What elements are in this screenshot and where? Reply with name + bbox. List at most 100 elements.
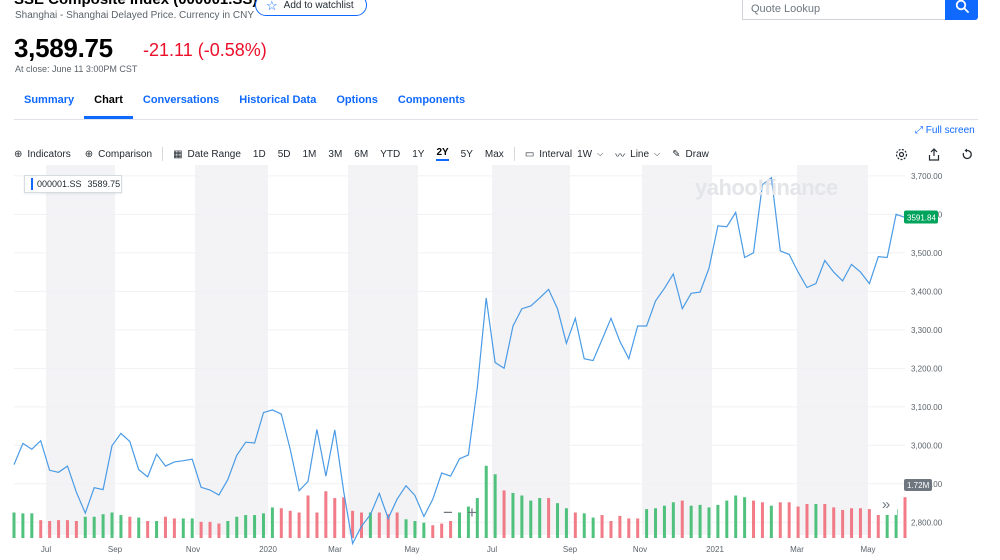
calendar-icon: ▦	[173, 148, 183, 160]
volume-tag-label: 1.72M	[907, 481, 930, 490]
zoom-controls: − +	[443, 503, 477, 523]
tab-historical-data[interactable]: Historical Data	[239, 94, 317, 106]
month-band	[46, 165, 115, 535]
interval-dropdown[interactable]: ▭ Interval 1W ⌵	[525, 149, 603, 160]
volume-bar	[333, 498, 337, 538]
month-band	[797, 165, 868, 535]
volume-bar	[716, 504, 720, 538]
draw-button[interactable]: ✎ Draw	[672, 149, 709, 160]
range-max[interactable]: Max	[484, 148, 504, 160]
volume-bar	[796, 506, 800, 538]
range-3m[interactable]: 3M	[328, 148, 343, 160]
plus-circle-icon: ⊕	[84, 148, 94, 160]
volume-bar	[564, 508, 568, 538]
x-tick-label: 2021	[706, 545, 724, 554]
range-5y[interactable]: 5Y	[460, 148, 473, 160]
reset-button[interactable]	[959, 146, 975, 162]
range-5d[interactable]: 5D	[277, 148, 291, 160]
volume-bar	[654, 508, 658, 538]
settings-button[interactable]	[893, 146, 909, 162]
ticker-value: 3589.75	[87, 179, 121, 189]
volume-bar	[146, 521, 150, 538]
pencil-icon: ✎	[672, 148, 681, 160]
scroll-to-latest-button[interactable]: »	[875, 497, 897, 515]
zoom-in-button[interactable]: +	[466, 503, 477, 522]
volume-bar	[21, 513, 25, 538]
volume-bar	[12, 512, 16, 538]
volume-bar	[778, 502, 782, 538]
volume-bar	[466, 506, 470, 538]
volume-bar	[48, 521, 52, 538]
indicators-label: Indicators	[27, 148, 71, 160]
price-line	[13, 176, 906, 546]
tab-options[interactable]: Options	[336, 94, 378, 106]
volume-bar	[823, 504, 827, 538]
volume-bar	[903, 497, 907, 538]
full-screen-button[interactable]: ⤢ Full screen	[915, 125, 975, 136]
volume-bar	[306, 495, 310, 538]
range-6m[interactable]: 6M	[354, 148, 369, 160]
zoom-out-button[interactable]: −	[443, 503, 453, 522]
x-tick-label: Mar	[328, 545, 342, 554]
volume-bar	[636, 518, 640, 538]
volume-bar	[475, 498, 479, 538]
chart-type-dropdown[interactable]: 〰 Line ⌵	[615, 147, 660, 162]
expand-icon: ⤢	[915, 125, 923, 136]
x-tick-label: Jul	[487, 545, 497, 554]
search-icon	[955, 0, 969, 13]
share-button[interactable]	[926, 146, 942, 162]
yahoo-finance-watermark: yahoo!finance	[695, 175, 838, 200]
tab-components[interactable]: Components	[397, 94, 466, 106]
range-1d[interactable]: 1D	[252, 148, 266, 160]
date-range-button[interactable]: ▦ Date Range	[173, 149, 241, 160]
range-2y[interactable]: 2Y	[436, 147, 449, 161]
y-tick-label: 3,700.00	[911, 172, 943, 181]
volume-bar	[404, 519, 408, 538]
current-price: 3,589.75	[14, 33, 113, 63]
volume-bar	[538, 498, 542, 538]
volume-bar	[65, 520, 69, 538]
volume-bar	[894, 509, 898, 538]
x-tick-label: May	[860, 545, 875, 554]
volume-bar	[172, 518, 176, 538]
volume-bar	[92, 516, 96, 538]
tab-chart[interactable]: Chart	[84, 94, 133, 119]
y-tick-label: 3,400.00	[911, 287, 943, 296]
chevron-down-icon: ⌵	[597, 149, 604, 158]
chevron-down-icon: ⌵	[654, 149, 661, 158]
search-button[interactable]	[945, 0, 978, 20]
volume-bar	[342, 497, 346, 538]
add-to-watchlist-button[interactable]: ☆ Add to watchlist	[255, 0, 367, 16]
range-1y[interactable]: 1Y	[412, 148, 425, 160]
volume-bar	[395, 512, 399, 538]
volume-bar	[74, 521, 78, 538]
volume-bar	[743, 497, 747, 538]
tab-summary[interactable]: Summary	[24, 94, 75, 106]
volume-bar	[297, 512, 301, 538]
plus-circle-icon: ⊕	[14, 148, 23, 160]
range-ytd[interactable]: YTD	[380, 148, 401, 160]
toolbar-divider	[513, 147, 515, 161]
toolbar-divider	[162, 147, 164, 161]
volume-bar	[645, 509, 649, 538]
volume-tag	[904, 479, 932, 491]
tab-conversations[interactable]: Conversations	[142, 94, 220, 106]
range-1m[interactable]: 1M	[302, 148, 317, 160]
ticker-symbol: 000001.SS	[37, 179, 82, 189]
exchange-subtitle: Shanghai - Shanghai Delayed Price. Curre…	[15, 10, 255, 21]
volume-bar	[698, 504, 702, 538]
close-timestamp: At close: June 11 3:00PM CST	[15, 64, 138, 74]
comparison-button[interactable]: ⊕ Comparison	[85, 149, 152, 160]
month-band	[348, 165, 418, 535]
volume-bar	[449, 521, 453, 538]
volume-bar	[867, 509, 871, 538]
volume-bar	[511, 492, 515, 538]
x-tick-label: Jul	[41, 545, 51, 554]
volume-bar	[288, 510, 292, 538]
candle-icon: ▭	[524, 148, 535, 160]
indicators-button[interactable]: ⊕ Indicators	[14, 149, 71, 160]
volume-bar	[101, 514, 105, 538]
volume-bar	[671, 502, 675, 538]
alternating-month-bands	[46, 165, 868, 535]
